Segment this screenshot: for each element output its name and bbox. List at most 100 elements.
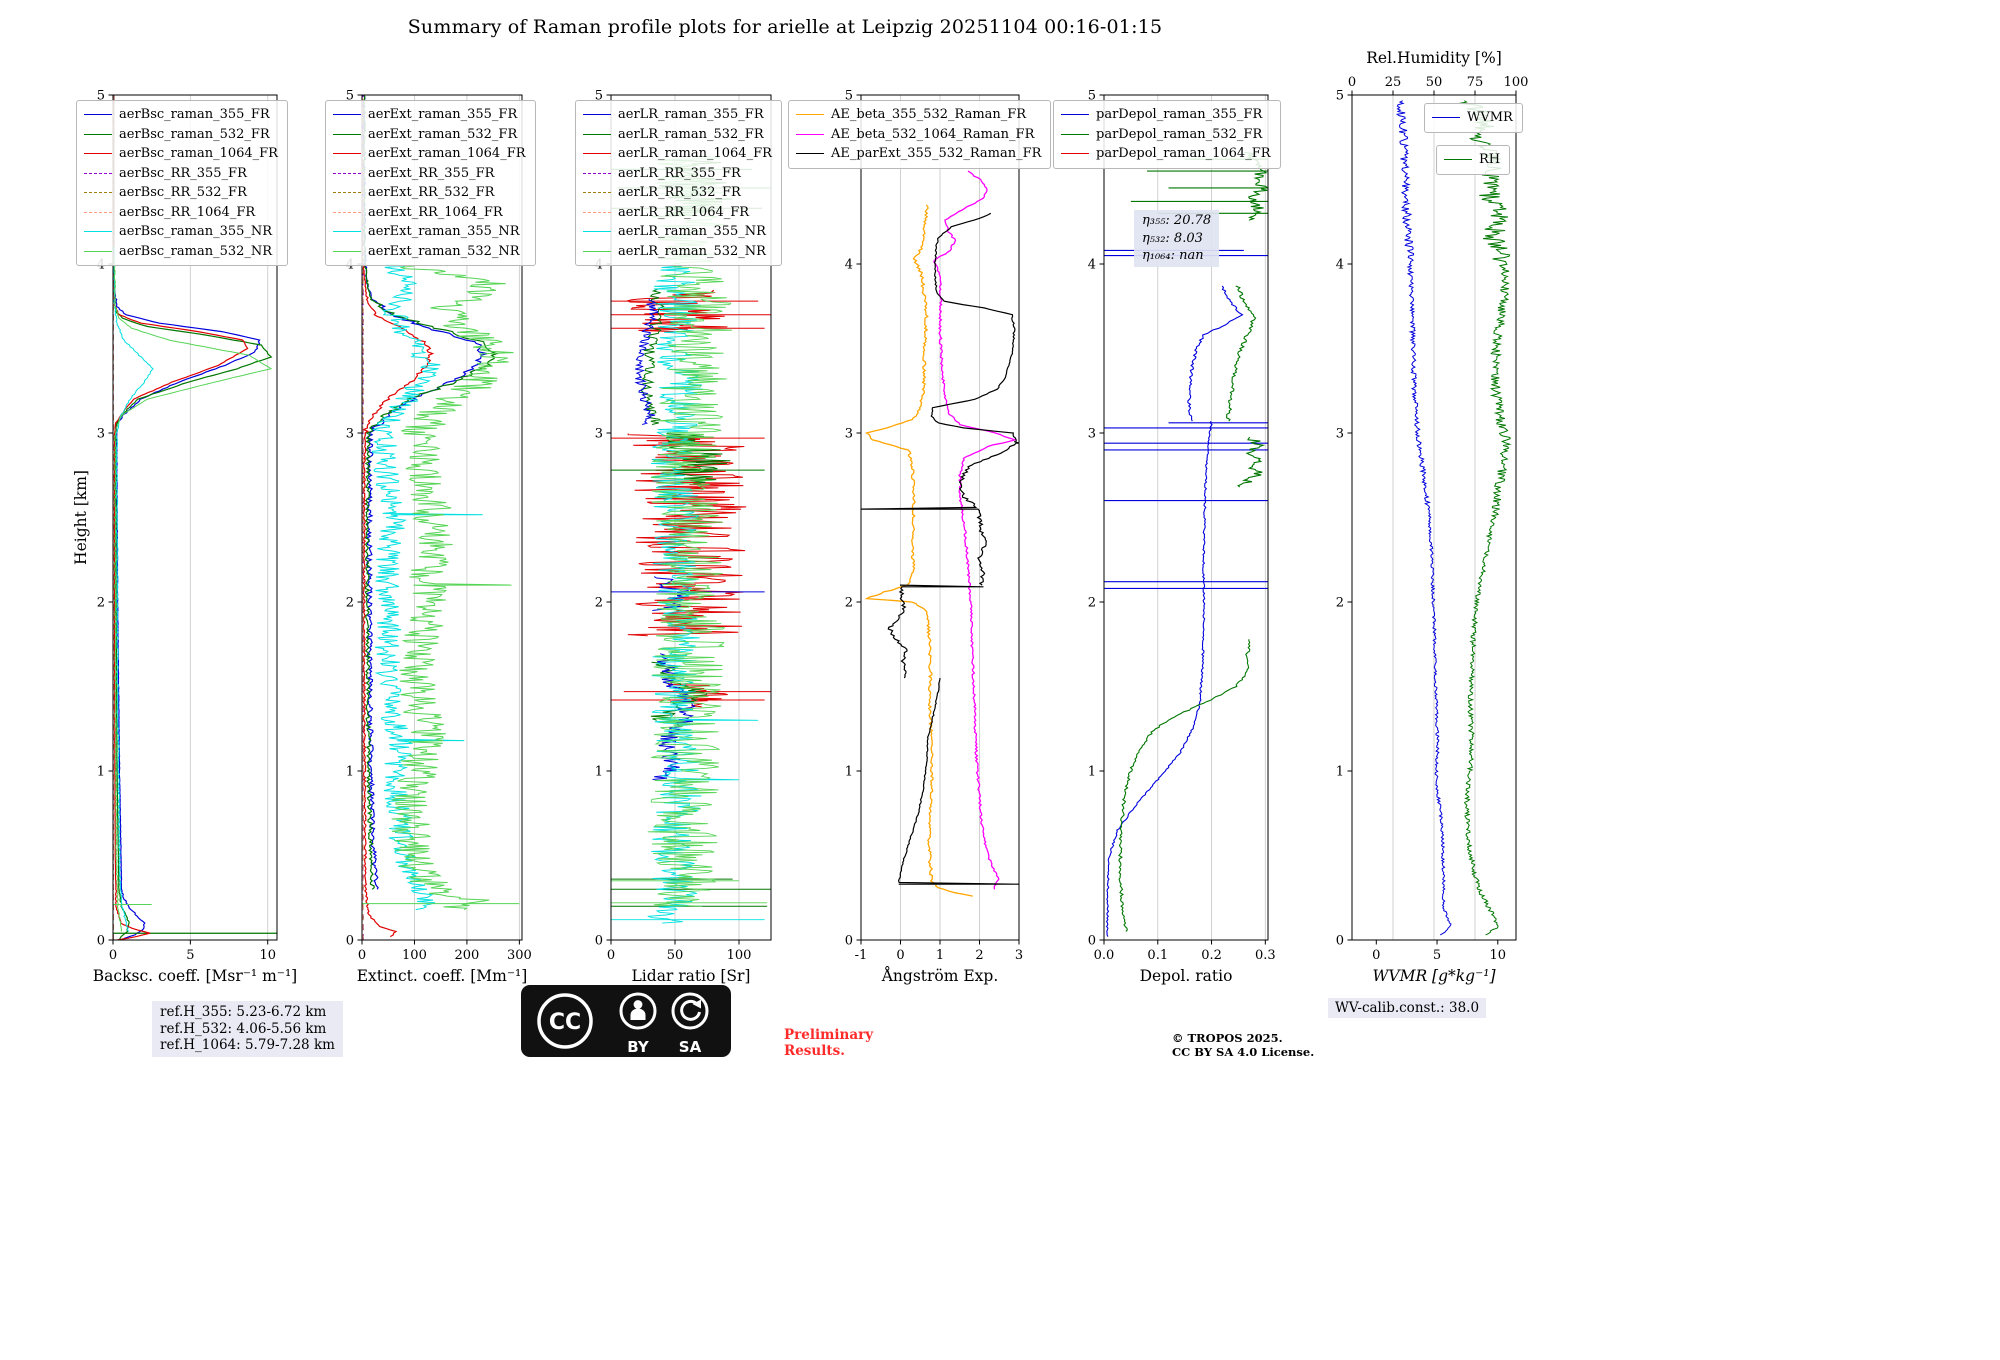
y-tick-label: 0 [845, 934, 853, 949]
series-aerLR_raman_355_FR [634, 298, 659, 425]
legend-label: aerExt_raman_1064_FR [368, 146, 526, 161]
legend-label: aerBsc_raman_355_FR [119, 107, 270, 122]
series-aerLR_raman_532_FR [665, 433, 731, 485]
series-layer [1104, 151, 1268, 937]
legend-label: AE_beta_532_1064_Raman_FR [831, 126, 1035, 142]
x-axis-label-angstrom: Ångström Exp. [881, 967, 999, 985]
legend-line-sample [333, 192, 361, 194]
legend-label: aerBsc_raman_532_FR [119, 126, 270, 142]
y-tick-label: 0 [595, 934, 603, 949]
y-tick-label: 1 [1088, 765, 1096, 780]
y-tick-label: 2 [1336, 596, 1344, 611]
legend-entry: aerBsc_RR_355_FR [84, 164, 278, 184]
series-aerBsc_raman_532_NR [113, 255, 273, 932]
plot-frame [112, 94, 278, 941]
cc-icon-label: CC [549, 1010, 581, 1035]
legend-line-sample [1061, 153, 1089, 155]
ref-height-1064: ref.H_1064: 5.79-7.28 km [160, 1037, 335, 1053]
legend-label: aerBsc_raman_532_NR [119, 243, 273, 259]
legend-label: WVMR [1467, 110, 1513, 125]
series-layer [861, 170, 1019, 897]
x-axis-label-extinction: Extinct. coeff. [Mm⁻¹] [357, 967, 528, 985]
series-aerBsc_raman_355_NR [113, 246, 154, 932]
legend-line-sample [333, 172, 361, 174]
legend-entry: aerBsc_raman_1064_FR [84, 144, 278, 164]
legend-label: aerLR_raman_1064_FR [618, 146, 772, 161]
x-tick-label: 0 [109, 948, 117, 963]
legend-wvmr: WVMR [1424, 103, 1523, 133]
x-tick-label: 10 [259, 948, 276, 963]
x-tick-label: 0 [358, 948, 366, 963]
legend-entry: aerLR_RR_355_FR [583, 164, 772, 184]
legend-entry: aerLR_raman_1064_FR [583, 144, 772, 164]
top-tick-label: 25 [1385, 75, 1402, 90]
legend-entry: aerLR_RR_532_FR [583, 183, 772, 203]
y-tick-label: 3 [1336, 427, 1344, 442]
y-tick-label: 1 [845, 765, 853, 780]
y-tick-label: 5 [845, 89, 853, 104]
legend-label: aerExt_raman_355_NR [368, 224, 520, 239]
legend-label: aerExt_RR_532_FR [368, 185, 495, 200]
sa-icon [671, 992, 709, 1030]
legend-entry: parDepol_raman_355_FR [1061, 105, 1271, 125]
eta-annotation: η₃₅₅: 20.78 η₅₃₂: 8.03 η₁₀₆₄: nan [1134, 210, 1220, 267]
legend-label: aerLR_RR_355_FR [618, 165, 741, 181]
legend-line-sample [1432, 117, 1460, 119]
legend-label: aerLR_raman_355_NR [618, 224, 766, 239]
legend-line-sample [796, 133, 824, 135]
legend-entry: aerLR_raman_532_NR [583, 242, 772, 262]
legend-extinction: aerExt_raman_355_FR aerExt_raman_532_FR ae… [325, 100, 536, 266]
legend-entry: aerExt_RR_1064_FR [333, 203, 526, 223]
preliminary-line2: Results. [784, 1043, 845, 1059]
plot-frame [361, 94, 523, 941]
legend-line-sample [583, 211, 611, 213]
eta-1064-value: η₁₀₆₄: nan [1142, 248, 1204, 263]
legend-line-sample [333, 250, 361, 252]
series-parDepol_raman_355_FR [1105, 421, 1213, 937]
legend-entry: aerExt_raman_532_NR [333, 242, 526, 262]
x-tick-label: 0 [607, 948, 615, 963]
sa-label: SA [679, 1038, 702, 1056]
series-WVMR [1395, 100, 1452, 936]
legend-label: AE_beta_355_532_Raman_FR [831, 107, 1027, 122]
legend-line-sample [583, 114, 611, 116]
reference-height-box: ref.H_355: 5.23-6.72 km ref.H_532: 4.06-… [152, 1001, 343, 1057]
y-tick-label: 2 [1088, 596, 1096, 611]
x-tick-label: 0.3 [1255, 948, 1276, 963]
x-tick-label: 2 [975, 948, 983, 963]
legend-entry: aerBsc_RR_532_FR [84, 183, 278, 203]
y-tick-label: 5 [1088, 89, 1096, 104]
legend-label: aerBsc_RR_1064_FR [119, 204, 256, 220]
x-tick-label: 100 [402, 948, 427, 963]
x-tick-label: 0.2 [1201, 948, 1222, 963]
y-tick-label: 2 [346, 596, 354, 611]
legend-label: RH [1479, 152, 1501, 167]
legend-line-sample [583, 192, 611, 194]
legend-entry: aerLR_raman_532_FR [583, 125, 772, 145]
legend-entry: aerExt_RR_532_FR [333, 183, 526, 203]
legend-label: aerLR_raman_532_FR [618, 126, 764, 142]
y-tick-label: 0 [97, 934, 105, 949]
legend-entry: AE_beta_355_532_Raman_FR [796, 105, 1041, 125]
figure-title: Summary of Raman profile plots for ariel… [407, 16, 1163, 38]
x-tick-label: 0.0 [1094, 948, 1115, 963]
wv-calibration-note: WV-calib.const.: 38.0 [1328, 998, 1487, 1018]
legend-label: aerExt_raman_355_FR [368, 107, 518, 122]
legend-line-sample [84, 250, 112, 252]
x-tick-label: 5 [186, 948, 194, 963]
legend-entry: aerBsc_raman_355_FR [84, 105, 278, 125]
series-parDepol_raman_532_FR [1237, 436, 1266, 488]
x-tick-label: -1 [855, 948, 868, 963]
x-axis-label-wvmr: WVMR [g*kg⁻¹] [1372, 967, 1496, 985]
y-tick-label: 0 [1336, 934, 1344, 949]
legend-line-sample [84, 192, 112, 194]
height-axis-label: Height [km] [72, 470, 90, 565]
legend-entry: RH [1444, 150, 1500, 170]
ref-height-355: ref.H_355: 5.23-6.72 km [160, 1004, 327, 1020]
legend-label: aerBsc_RR_355_FR [119, 165, 247, 181]
legend-line-sample [84, 172, 112, 174]
preliminary-note: Preliminary Results. [784, 1027, 873, 1059]
y-tick-label: 2 [845, 596, 853, 611]
legend-label: aerLR_RR_532_FR [618, 185, 741, 200]
